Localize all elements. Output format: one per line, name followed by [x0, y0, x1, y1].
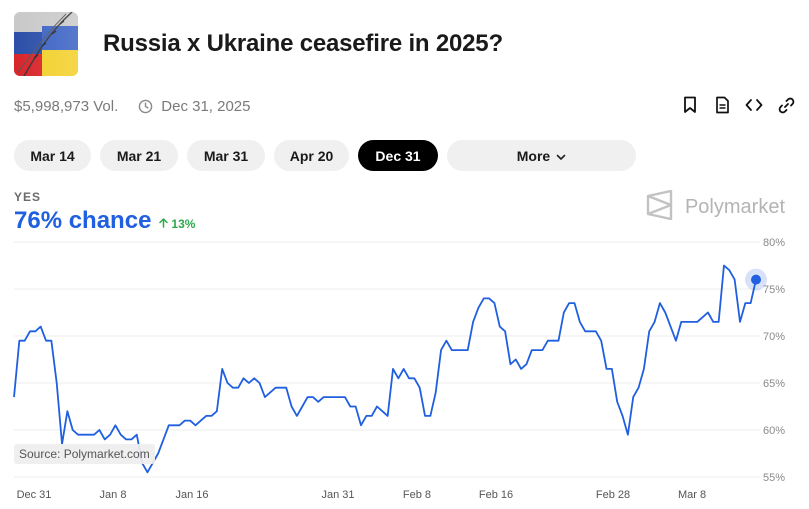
flag-image	[14, 12, 78, 76]
tab-mar-31[interactable]: Mar 31	[187, 140, 265, 171]
chance-row: 76% chance 13%	[14, 207, 195, 235]
market-title: Russia x Ukraine ceasefire in 2025?	[103, 30, 503, 57]
tab-apr-20[interactable]: Apr 20	[274, 140, 349, 171]
date-tabs: Mar 14 Mar 21 Mar 31 Apr 20 Dec 31 More	[14, 140, 636, 171]
probability-chart[interactable]: 80% 75% 70% 65% 60% 55% Dec 31 Jan 8 Jan 16 Jan 3…	[0, 232, 809, 509]
polymarket-watermark: Polymarket	[645, 189, 785, 225]
tab-dec-31[interactable]: Dec 31	[358, 140, 438, 171]
y-tick-label: 65%	[763, 378, 785, 390]
x-tick-label: Jan 31	[321, 489, 354, 501]
market-meta: $5,998,973 Vol. Dec 31, 2025	[14, 98, 251, 115]
market-header: Russia x Ukraine ceasefire in 2025?	[14, 12, 503, 76]
y-tick-label: 70%	[763, 331, 785, 343]
y-tick-label: 60%	[763, 425, 785, 437]
x-tick-label: Jan 16	[175, 489, 208, 501]
clock-icon	[138, 99, 153, 114]
volume-text: $5,998,973 Vol.	[14, 98, 119, 115]
more-dropdown[interactable]: More	[447, 140, 636, 171]
polymarket-logo-icon	[645, 189, 675, 225]
y-tick-label: 55%	[763, 472, 785, 484]
link-icon[interactable]	[777, 94, 795, 116]
outcome-label: YES	[14, 190, 42, 204]
x-tick-label: Dec 31	[17, 489, 52, 501]
chevron-down-icon	[556, 148, 566, 164]
end-date-text: Dec 31, 2025	[161, 98, 251, 115]
x-tick-label: Feb 8	[403, 489, 431, 501]
market-thumbnail[interactable]	[14, 12, 78, 76]
chance-change: 13%	[159, 217, 195, 231]
tab-mar-14[interactable]: Mar 14	[14, 140, 91, 171]
tab-mar-21[interactable]: Mar 21	[100, 140, 178, 171]
code-icon[interactable]	[745, 94, 763, 116]
x-tick-label: Jan 8	[100, 489, 127, 501]
y-tick-label: 80%	[763, 237, 785, 249]
arrow-up-icon	[159, 217, 169, 231]
document-icon[interactable]	[713, 94, 731, 116]
chance-value: 76% chance	[14, 207, 152, 234]
source-label: Source: Polymarket.com	[14, 444, 155, 464]
x-tick-label: Feb 16	[479, 489, 513, 501]
bookmark-icon[interactable]	[681, 94, 699, 116]
y-tick-label: 75%	[763, 284, 785, 296]
x-tick-label: Feb 28	[596, 489, 630, 501]
brand-name: Polymarket	[684, 196, 785, 218]
endpoint-marker	[751, 274, 761, 285]
chance-change-value: 13%	[171, 217, 196, 231]
series-line	[13, 264, 757, 474]
more-label: More	[516, 147, 551, 164]
x-tick-label: Mar 8	[678, 489, 706, 501]
market-actions	[681, 94, 795, 116]
